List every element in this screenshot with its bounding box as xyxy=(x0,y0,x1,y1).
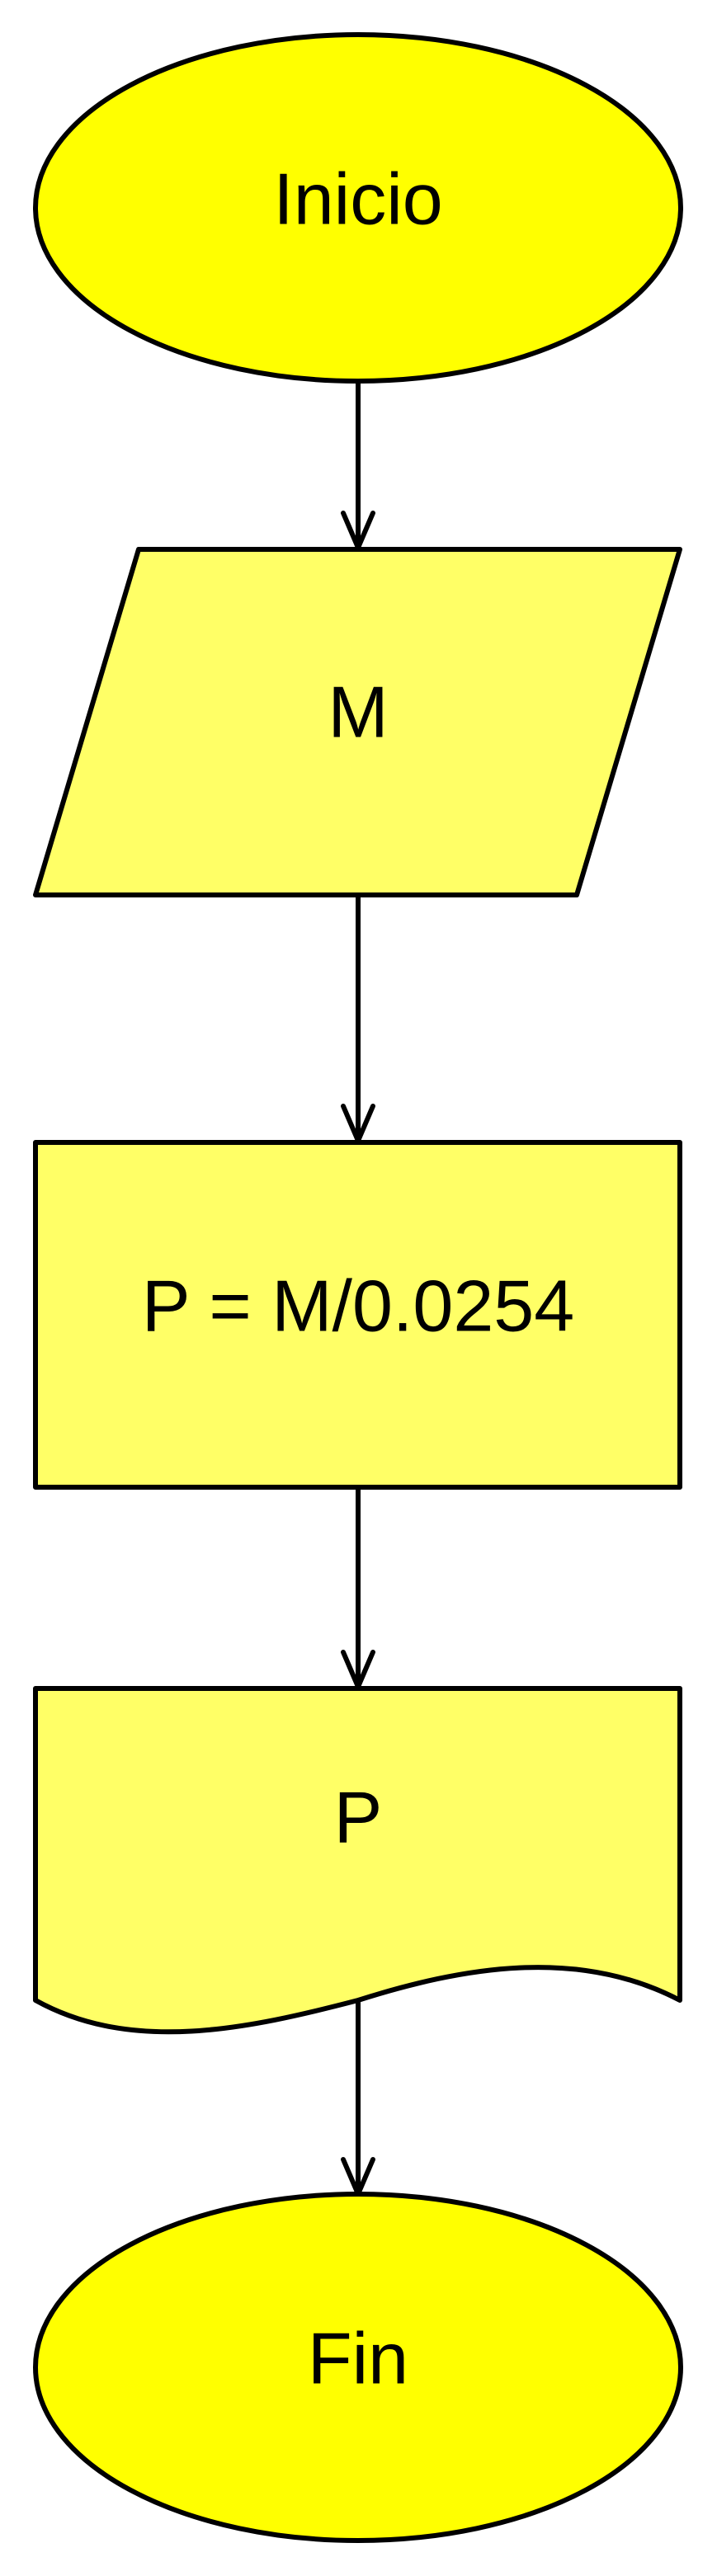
end-terminal-shape xyxy=(33,2192,683,2543)
output-node-label: P xyxy=(334,1776,383,1858)
process-node: P = M/0.0254 xyxy=(33,1140,682,1490)
start-terminal: Inicio xyxy=(33,32,683,384)
process-node-label: P = M/0.0254 xyxy=(142,1264,574,1346)
output-node-shape xyxy=(33,1686,682,2035)
start-terminal-shape xyxy=(33,32,683,384)
output-node: P xyxy=(33,1686,682,2035)
connector-start-to-input xyxy=(341,381,375,550)
connector-process-to-output xyxy=(341,1487,375,1689)
start-terminal-label: Inicio xyxy=(273,158,442,239)
end-terminal-label: Fin xyxy=(308,2317,408,2399)
connector-input-to-process xyxy=(341,895,375,1143)
input-node: M xyxy=(33,547,682,897)
connector-output-to-end xyxy=(341,2000,375,2197)
end-terminal: Fin xyxy=(33,2192,683,2543)
input-node-shape xyxy=(33,547,682,897)
input-node-label: M xyxy=(328,671,388,752)
process-node-shape xyxy=(33,1140,682,1490)
